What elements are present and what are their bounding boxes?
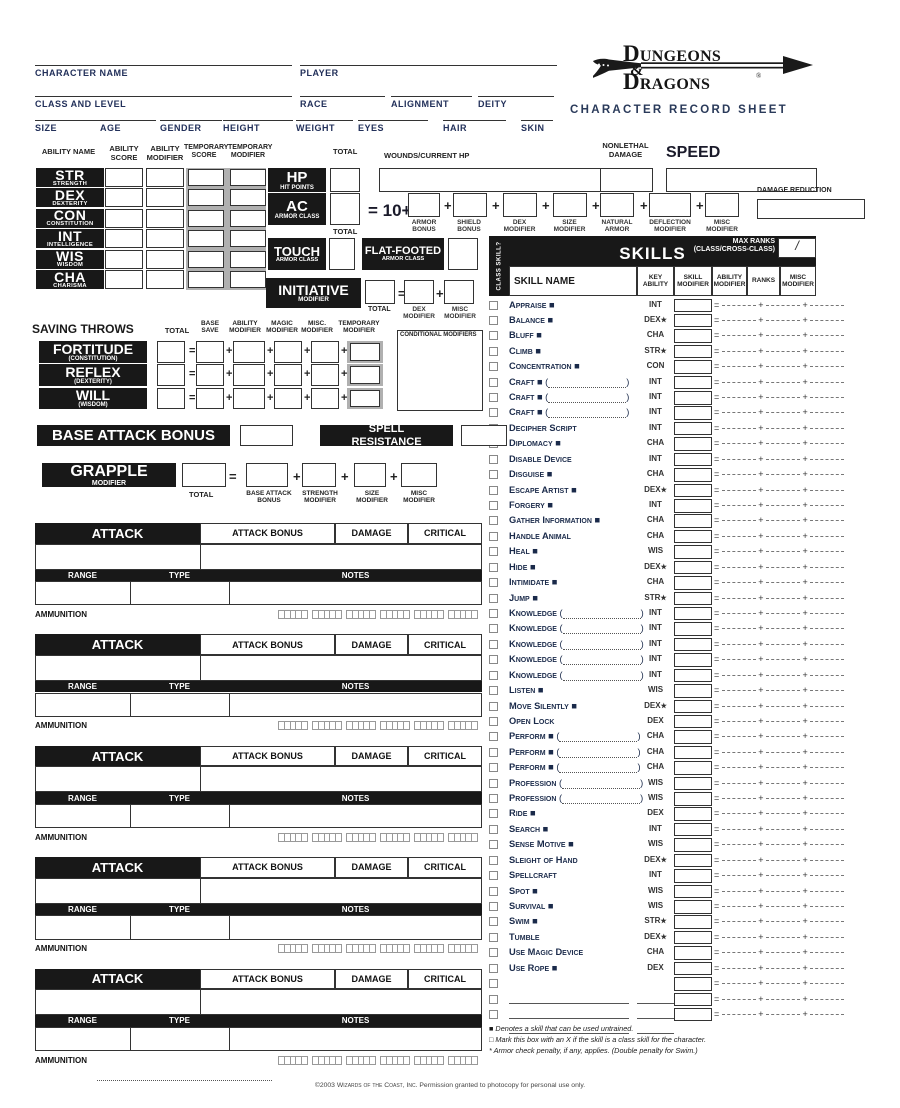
svg-text:®: ® [756,72,762,80]
svg-text:&: & [630,62,643,79]
